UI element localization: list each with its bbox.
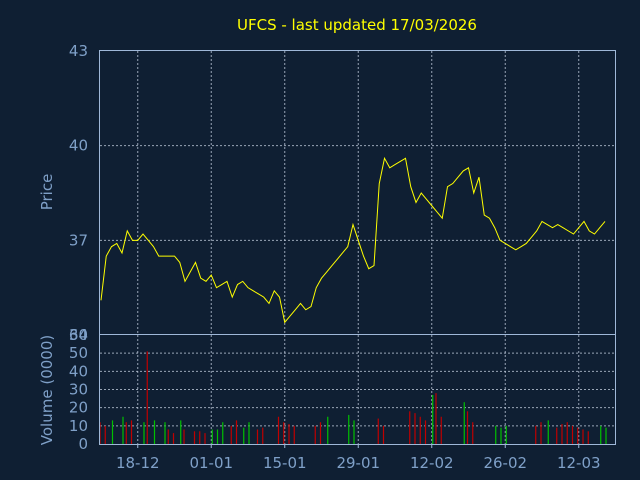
price-y-axis: 43 40 37 34 [69,42,88,344]
volume-tick-label: 60 [69,326,88,344]
x-tick-label: 12-02 [410,454,454,472]
volume-tick-label: 0 [78,435,88,453]
volume-axis-label: Volume (0000) [38,335,56,445]
price-tick-label: 40 [69,137,88,155]
x-tick-label: 12-03 [557,454,601,472]
volume-tick-label: 50 [69,344,88,362]
volume-bars [99,351,607,444]
chart-title: UFCS - last updated 17/03/2026 [237,16,477,34]
volume-tick-label: 30 [69,381,88,399]
volume-grid [100,335,615,444]
price-grid [100,51,615,335]
x-tick-label: 15-01 [263,454,307,472]
x-tick-label: 18-12 [116,454,160,472]
price-tick-label: 37 [69,231,88,249]
price-panel: 43 40 37 34 Price [38,42,616,344]
price-line-layer [100,156,606,324]
x-tick-label: 26-02 [483,454,527,472]
price-series-line [100,156,606,324]
volume-tick-label: 40 [69,362,88,380]
volume-tick-label: 10 [69,417,88,435]
volume-tick-label: 20 [69,399,88,417]
price-axis-label: Price [38,174,56,211]
x-tick-label: 01-01 [189,454,233,472]
price-tick-label: 43 [69,42,88,60]
volume-plot-frame [99,334,616,445]
x-tick-label: 29-01 [336,454,380,472]
price-plot-frame [99,50,616,335]
price-tick-label: 34 [69,326,88,344]
date-x-axis: 18-12 01-01 15-01 29-01 12-02 26-02 12-03 [116,444,601,472]
